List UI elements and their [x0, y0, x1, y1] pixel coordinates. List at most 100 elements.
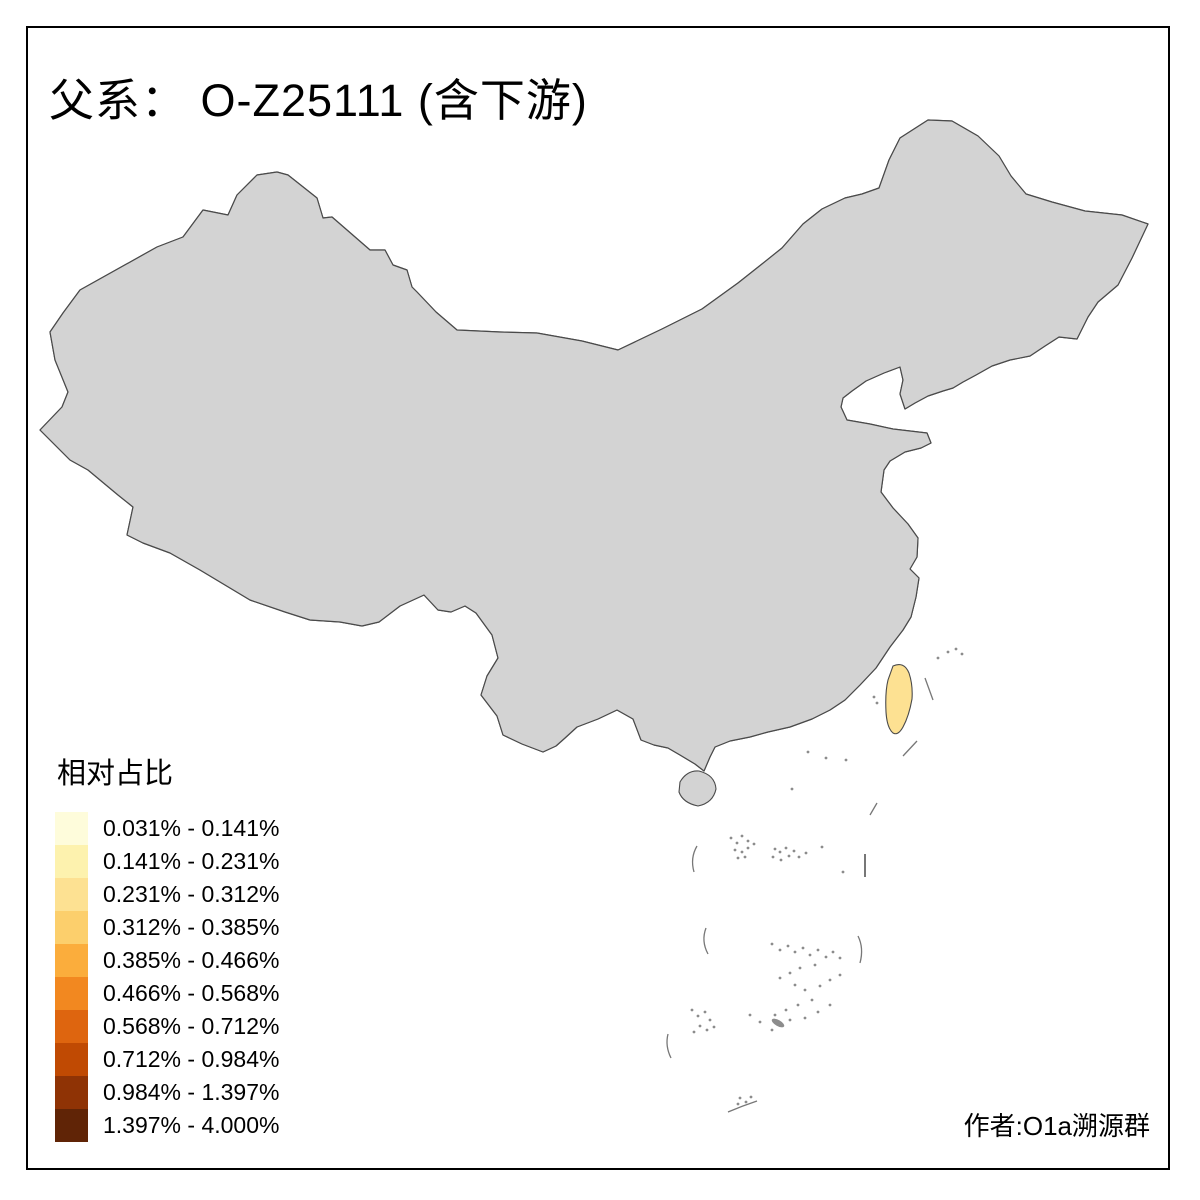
coastline [39, 119, 1149, 772]
legend-swatch [55, 944, 88, 977]
islet-dot [749, 1095, 753, 1099]
legend-label: 0.466% - 0.568% [103, 980, 280, 1006]
islet-dot [872, 695, 876, 699]
islet-dot [786, 944, 790, 948]
islet-dot [838, 956, 842, 960]
islet-dot [729, 836, 733, 840]
islet-dot [778, 850, 782, 854]
legend-label: 0.031% - 0.141% [103, 815, 280, 841]
islet-dot [770, 942, 774, 946]
islet-dot [816, 948, 820, 952]
legend-label: 0.984% - 1.397% [103, 1079, 280, 1105]
legend-swatch [55, 845, 88, 878]
islet-dot [740, 850, 744, 854]
legend-swatch [55, 911, 88, 944]
islet-dot [803, 988, 807, 992]
islet-dot [796, 1003, 800, 1007]
islet-dot [831, 950, 835, 954]
map-region [914, 562, 926, 572]
islet-dot [778, 976, 782, 980]
islet-dot [773, 1013, 777, 1017]
islet-dot [771, 855, 775, 859]
islet-dot [954, 647, 958, 651]
legend-swatch [55, 1043, 88, 1076]
legend-row: 0.712% - 0.984% [55, 1043, 279, 1076]
islet-dot [746, 846, 750, 850]
author-credit: 作者:O1a溯源群 [963, 1111, 1150, 1141]
legend-row: 1.397% - 4.000% [55, 1109, 279, 1142]
islet-dot [818, 984, 822, 988]
page-title: 父系： O-Z25111 (含下游) [49, 75, 588, 126]
legend-swatch [55, 977, 88, 1010]
islet-dot [735, 841, 739, 845]
islet-dot [820, 845, 824, 849]
islet-dot [712, 1025, 716, 1029]
islet-dot [875, 701, 879, 705]
islet-dot [758, 1020, 762, 1024]
legend-row: 0.385% - 0.466% [55, 944, 279, 977]
islet-dot [779, 858, 783, 862]
islet-dot [787, 854, 791, 858]
sea-islands [666, 647, 964, 1113]
legend-swatch [55, 1109, 88, 1142]
hainan-island [678, 770, 717, 807]
legend-label: 0.385% - 0.466% [103, 947, 280, 973]
islet-dot [808, 953, 812, 957]
legend: 相对占比 0.031% - 0.141% 0.141% - 0.231% 0.231… [55, 750, 279, 1142]
islet-dot [698, 1024, 702, 1028]
legend-row: 0.031% - 0.141% [55, 812, 279, 845]
islet-dot [705, 1028, 709, 1032]
islet-dot [790, 787, 794, 791]
islet-dot [960, 652, 964, 656]
islet-dot [708, 1018, 712, 1022]
islet-dot [824, 955, 828, 959]
legend-label: 0.141% - 0.231% [103, 848, 280, 874]
islet-dot [841, 870, 845, 874]
legend-label: 0.712% - 0.984% [103, 1046, 280, 1072]
islet-dot [736, 1102, 740, 1106]
legend-row: 0.568% - 0.712% [55, 1010, 279, 1043]
legend-rows: 0.031% - 0.141% 0.141% - 0.231% 0.231% - 0… [55, 812, 279, 1142]
islet-dot [748, 1013, 752, 1017]
legend-label: 0.312% - 0.385% [103, 914, 280, 940]
legend-swatch [55, 1010, 88, 1043]
islet-dot [773, 847, 777, 851]
islet-dot [844, 758, 848, 762]
legend-row: 0.141% - 0.231% [55, 845, 279, 878]
legend-title: 相对占比 [57, 758, 174, 790]
islet-dot [784, 846, 788, 850]
islet-dot [806, 750, 810, 754]
islet-dot [801, 946, 805, 950]
islet-dot [736, 856, 740, 860]
islet-dot [788, 1018, 792, 1022]
islet-dot [740, 834, 744, 838]
islet-dot [803, 1016, 807, 1020]
legend-row: 0.984% - 1.397% [55, 1076, 279, 1109]
islet-dot [692, 1030, 696, 1034]
legend-label: 0.568% - 0.712% [103, 1013, 280, 1039]
islet-dot [816, 1010, 820, 1014]
islet-dot [778, 948, 782, 952]
islet-dot [744, 1100, 748, 1104]
islet-dot [743, 855, 747, 859]
islet-dot [838, 973, 842, 977]
legend-row: 0.466% - 0.568% [55, 977, 279, 1010]
islet-dot [746, 839, 750, 843]
legend-row: 0.231% - 0.312% [55, 878, 279, 911]
legend-row: 0.312% - 0.385% [55, 911, 279, 944]
islet-dot [946, 650, 950, 654]
legend-label: 0.231% - 0.312% [103, 881, 280, 907]
legend-swatch [55, 812, 88, 845]
legend-swatch [55, 878, 88, 911]
islet-dot [696, 1014, 700, 1018]
islet-dot [793, 950, 797, 954]
islet-dot [788, 971, 792, 975]
islet-dot [828, 978, 832, 982]
islet-dot [824, 756, 828, 760]
islet-dot [733, 848, 737, 852]
islet-dot [798, 966, 802, 970]
taiwan-island [885, 664, 913, 735]
islet-dot [752, 842, 756, 846]
legend-swatch [55, 1076, 88, 1109]
